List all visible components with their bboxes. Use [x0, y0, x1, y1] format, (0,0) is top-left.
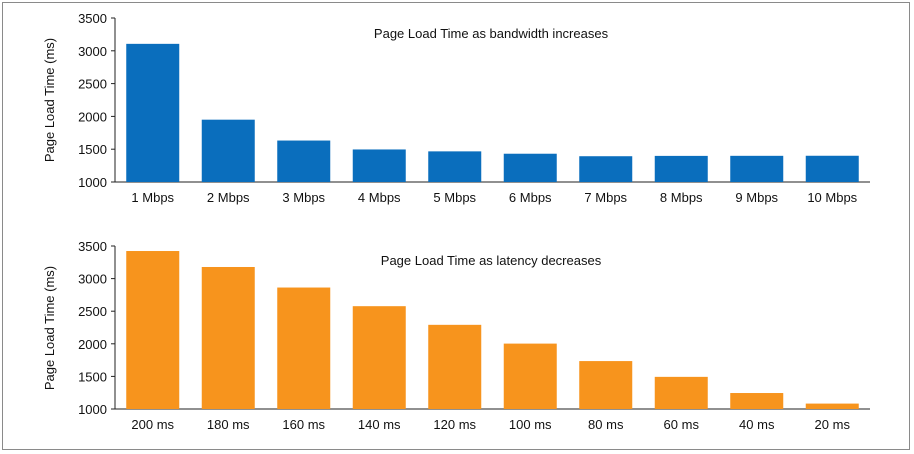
bandwidth-chart: Page Load Time as bandwidth increases Pa…	[42, 11, 870, 205]
bar	[579, 361, 633, 409]
latency-chart: Page Load Time as latency decreases Page…	[42, 239, 870, 432]
chart-title: Page Load Time as latency decreases	[381, 253, 602, 268]
y-tick-label: 3500	[78, 11, 107, 26]
bar	[805, 155, 859, 182]
bar	[277, 287, 331, 409]
y-tick-label: 1500	[78, 369, 107, 384]
x-tick-label: 180 ms	[207, 417, 250, 432]
x-tick-label: 7 Mbps	[584, 190, 627, 205]
bar	[730, 393, 784, 409]
x-tick-label: 3 Mbps	[282, 190, 325, 205]
y-tick-label: 2000	[78, 337, 107, 352]
x-tick-label: 80 ms	[588, 417, 624, 432]
bar	[126, 43, 180, 182]
bar	[126, 251, 180, 409]
y-tick-label: 1000	[78, 175, 107, 190]
bar	[201, 266, 255, 409]
x-tick-label: 8 Mbps	[660, 190, 703, 205]
y-axis-label: Page Load Time (ms)	[42, 266, 57, 390]
y-tick-label: 3500	[78, 239, 107, 254]
x-tick-label: 6 Mbps	[509, 190, 552, 205]
x-tick-label: 1 Mbps	[131, 190, 174, 205]
bar	[428, 151, 482, 182]
y-tick-label: 1000	[78, 402, 107, 417]
x-tick-label: 40 ms	[739, 417, 775, 432]
bar	[730, 155, 784, 182]
x-tick-label: 120 ms	[433, 417, 476, 432]
bar	[428, 324, 482, 409]
y-tick-label: 3000	[78, 272, 107, 287]
x-tick-label: 140 ms	[358, 417, 401, 432]
y-tick-label: 2500	[78, 304, 107, 319]
bar	[654, 155, 708, 182]
x-tick-label: 4 Mbps	[358, 190, 401, 205]
bar	[277, 140, 331, 182]
y-tick-label: 2000	[78, 109, 107, 124]
bar	[805, 403, 859, 409]
y-tick-label: 1500	[78, 142, 107, 157]
chart-title: Page Load Time as bandwidth increases	[374, 26, 609, 41]
x-tick-label: 2 Mbps	[207, 190, 250, 205]
bar	[352, 149, 406, 182]
x-tick-label: 160 ms	[282, 417, 325, 432]
x-tick-label: 60 ms	[664, 417, 700, 432]
bar	[503, 153, 557, 182]
y-axis-label: Page Load Time (ms)	[42, 38, 57, 162]
x-tick-label: 10 Mbps	[807, 190, 857, 205]
bar	[654, 376, 708, 409]
bar	[201, 119, 255, 182]
x-tick-label: 200 ms	[131, 417, 174, 432]
bar	[352, 306, 406, 409]
x-tick-label: 20 ms	[815, 417, 851, 432]
x-tick-label: 9 Mbps	[735, 190, 778, 205]
bar	[579, 156, 633, 182]
x-tick-label: 100 ms	[509, 417, 552, 432]
y-tick-label: 3000	[78, 44, 107, 59]
x-tick-label: 5 Mbps	[433, 190, 476, 205]
y-tick-label: 2500	[78, 77, 107, 92]
bar	[503, 343, 557, 409]
